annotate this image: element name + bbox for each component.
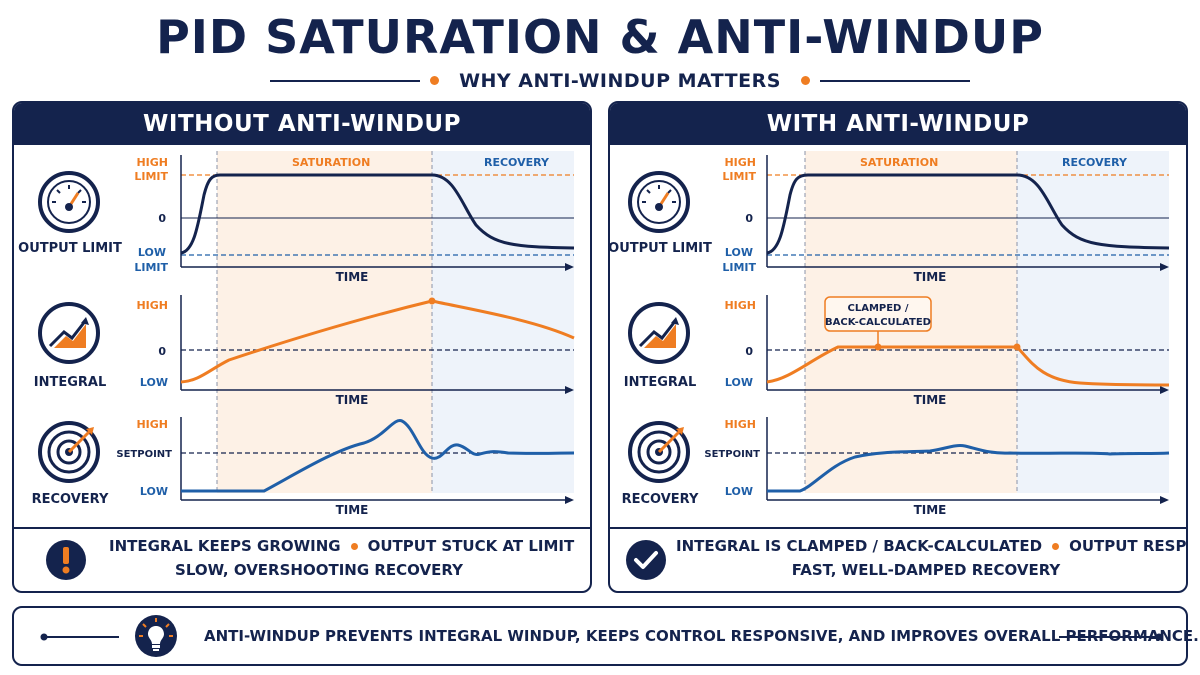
tick-limit: LIMIT [722,170,756,183]
zone-recovery-label: RECOVERY [484,156,550,169]
tick-low: LOW [140,485,168,498]
panel-with-anti-windup: WITH ANTI-WINDUP OUTPUT LIMIT INTEGRAL R… [608,101,1188,593]
footer-line1: INTEGRAL KEEPS GROWING OUTPUT STUCK AT LI… [109,537,574,555]
tick-limit: LIMIT [134,170,168,183]
tick-high: HIGH [724,418,756,431]
recovery-curve [767,444,1170,493]
tick-zero: 0 [745,345,753,358]
trend-chart-icon [36,300,102,370]
recovery-curve [181,419,575,493]
tick-zero: 0 [158,212,166,225]
subtitle-rule-left [270,80,420,82]
tick-low: LOW [725,376,753,389]
panel-footer: INTEGRAL KEEPS GROWING OUTPUT STUCK AT LI… [14,527,590,591]
panel-without-anti-windup: WITHOUT ANTI-WINDUP OUTPUT LIMIT INTEGRA… [12,101,592,593]
subtitle-dot-left [430,76,439,85]
tick-low: LOW [725,485,753,498]
panel-footer: INTEGRAL IS CLAMPED / BACK-CALCULATED OUT… [610,527,1186,591]
x-label-time: TIME [914,503,947,517]
row-label-recovery: RECOVERY [621,492,699,507]
lightbulb-icon [134,614,178,662]
row-label-output-limit: OUTPUT LIMIT [18,241,122,256]
footer-dot [350,543,358,550]
recovery-zone [1017,151,1169,493]
footer-line2: FAST, WELL-DAMPED RECOVERY [791,561,1061,579]
callout-line2: BACK-CALCULATED [825,317,931,328]
integral-curve [180,299,575,384]
gauge-icon [626,169,692,239]
integral-peak-marker [428,297,436,305]
tick-setpoint: SETPOINT [116,449,172,460]
panel-heading: WITH ANTI-WINDUP [610,103,1186,145]
tick-zero: 0 [158,345,166,358]
clamp-end-marker [1013,343,1021,351]
tick-low: LOW [140,376,168,389]
target-icon [36,419,102,489]
zone-saturation-label: SATURATION [860,156,938,169]
tick-high: HIGH [136,299,168,312]
footer-note-b: OUTPUT STUCK AT LIMIT [367,537,575,555]
footer-note-a: INTEGRAL KEEPS GROWING [109,537,341,555]
trend-chart-icon [626,300,692,370]
gauge-icon [36,169,102,239]
tick-low: LOW [138,246,166,259]
zone-saturation-label: SATURATION [292,156,370,169]
panel-heading: WITHOUT ANTI-WINDUP [14,103,590,145]
row-label-recovery: RECOVERY [31,492,109,507]
footer-line1: INTEGRAL IS CLAMPED / BACK-CALCULATED OUT… [676,537,1186,555]
row-label-integral: INTEGRAL [33,375,107,390]
x-label-time: TIME [914,393,947,407]
bottom-rules [40,633,1163,641]
subtitle: WHY ANTI-WINDUP MATTERS [459,70,781,92]
tick-high: HIGH [724,299,756,312]
tick-high: HIGH [724,156,756,169]
output-curve [766,173,1170,255]
tick-high: HIGH [136,418,168,431]
clamp-marker [874,343,882,351]
warning-icon [44,538,88,586]
footer-line2: SLOW, OVERSHOOTING RECOVERY [175,561,463,579]
callout-line1: CLAMPED / [848,303,909,314]
zone-recovery-label: RECOVERY [1062,156,1128,169]
row-label-output-limit: OUTPUT LIMIT [608,241,712,256]
subtitle-rule-right [820,80,970,82]
bottom-takeaway-bar: ANTI-WINDUP PREVENTS INTEGRAL WINDUP, KE… [12,606,1199,666]
integral-curve [766,345,1170,387]
subtitle-dot-right [801,76,810,85]
target-icon [626,419,692,489]
x-label-time: TIME [914,270,947,284]
clamp-callout-box [824,296,932,332]
tick-zero: 0 [745,212,753,225]
plots-without: SATURATION RECOVERY HIGH LIMIT 0 LOW LIM… [116,151,575,517]
tick-setpoint: SETPOINT [704,449,760,460]
recovery-zone [432,151,574,493]
x-label-time: TIME [336,503,369,517]
tick-high: HIGH [136,156,168,169]
page-title: PID SATURATION & ANTI-WINDUP [156,10,1044,64]
plots-with: SATURATION RECOVERY HIGH LIMIT 0 LOW LIM… [704,151,1170,517]
subtitle-row: WHY ANTI-WINDUP MATTERS [270,68,970,94]
tick-limit-low: LIMIT [722,261,756,274]
bottom-takeaway-text: ANTI-WINDUP PREVENTS INTEGRAL WINDUP, KE… [204,627,1199,645]
footer-note-b: OUTPUT RESPECTS LIMIT [1069,537,1187,555]
footer-dot [1052,543,1060,550]
tick-limit-low: LIMIT [134,261,168,274]
check-icon [624,538,668,586]
footer-note-a: INTEGRAL IS CLAMPED / BACK-CALCULATED [676,537,1043,555]
saturation-zone [217,151,432,493]
x-label-time: TIME [336,393,369,407]
x-label-time: TIME [336,270,369,284]
row-label-integral: INTEGRAL [623,375,697,390]
output-curve [180,173,575,255]
tick-low: LOW [725,246,753,259]
